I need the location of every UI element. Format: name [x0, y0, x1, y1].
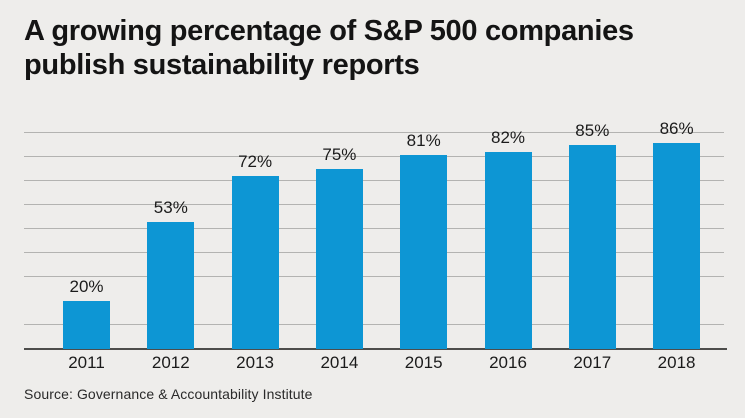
bar-2012 — [147, 221, 195, 349]
bar-value-label-2011: 20% — [69, 277, 104, 296]
gridline-90pct — [24, 132, 724, 133]
bar-2016 — [484, 152, 532, 349]
x-tick-label-2012: 2012 — [151, 353, 190, 372]
gridline-80pct — [24, 156, 724, 157]
bar-2017 — [568, 145, 616, 349]
bar-value-label-2014: 75% — [322, 145, 357, 164]
bar-2011 — [63, 301, 110, 349]
bar-2014 — [315, 169, 363, 349]
x-tick-label-2011: 2011 — [68, 353, 105, 372]
bar-value-label-2012: 53% — [153, 197, 188, 217]
x-tick-label-2015: 2015 — [404, 353, 443, 372]
x-axis-line — [24, 348, 727, 350]
gridline-60pct — [24, 204, 724, 205]
gridline-40pct — [24, 252, 724, 253]
source-note: Source: Governance & Accountability Inst… — [24, 386, 313, 402]
x-tick-label-2014: 2014 — [320, 353, 359, 372]
bar-2015 — [400, 154, 448, 349]
bar-value-label-2013: 72% — [238, 152, 273, 172]
bar-2018 — [653, 142, 701, 349]
gridline-30pct — [24, 276, 724, 277]
x-tick-label-2016: 2016 — [489, 353, 527, 372]
bar-value-label-2018: 86% — [659, 118, 694, 138]
bar-value-label-2016: 82% — [490, 128, 526, 148]
x-tick-label-2013: 2013 — [236, 353, 275, 372]
bar-2013 — [231, 176, 279, 349]
bar-value-label-2015: 81% — [406, 130, 441, 150]
chart-title-line-2: publish sustainability reports — [24, 49, 420, 81]
x-tick-label-2018: 2018 — [657, 353, 696, 372]
chart-title: A growing percentage of S&P 500 companie… — [24, 14, 634, 82]
chart-title-line-1: A growing percentage of S&P 500 companie… — [24, 15, 634, 47]
gridline-70pct — [24, 180, 724, 181]
x-tick-label-2017: 2017 — [573, 353, 612, 372]
bar-chart-plot-area: 20% 2011 53% 2012 72% 2013 75% 2014 81% 2015 82% 20… — [24, 109, 727, 372]
gridline-50pct — [24, 228, 724, 229]
gridline-10pct — [24, 324, 724, 325]
bar-value-label-2017: 85% — [575, 121, 610, 140]
